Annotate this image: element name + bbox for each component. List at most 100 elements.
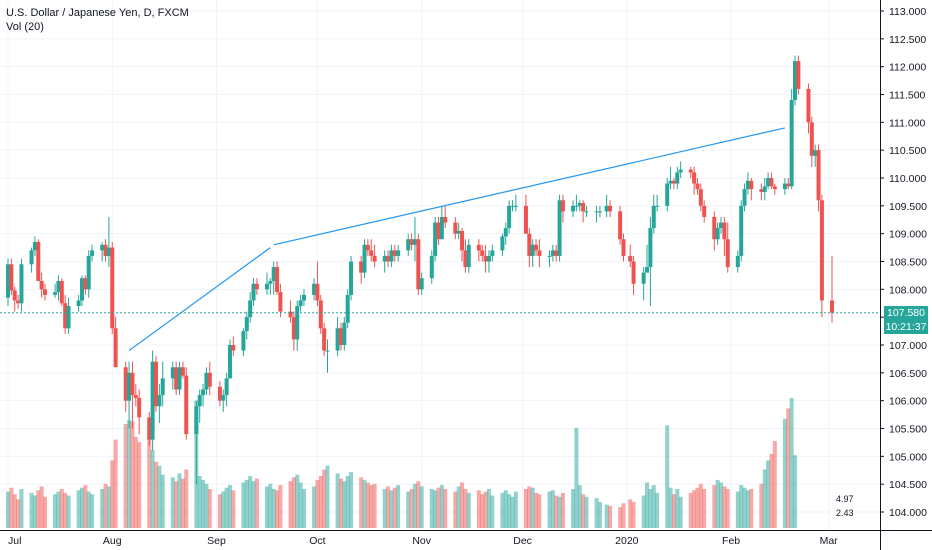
candle-body bbox=[251, 283, 256, 301]
candle-body bbox=[547, 255, 552, 257]
candle-body bbox=[103, 244, 108, 256]
time-axis[interactable]: Jul Aug Sep Oct Nov Dec 2020 Feb Mar bbox=[8, 535, 838, 547]
trend-line bbox=[273, 127, 786, 246]
volume-bar bbox=[648, 489, 653, 528]
volume-bar bbox=[550, 490, 555, 528]
chart-legend: U.S. Dollar / Japanese Yen, D, FXCM Vol … bbox=[6, 6, 189, 34]
volume-bar bbox=[150, 450, 155, 528]
candle-body bbox=[483, 255, 488, 262]
candle-body bbox=[110, 247, 115, 329]
volume-bar bbox=[342, 481, 347, 528]
candle-body bbox=[338, 328, 343, 345]
candle-body bbox=[796, 61, 801, 89]
candle-body bbox=[554, 250, 559, 256]
volume-bar bbox=[217, 494, 222, 528]
candle-body bbox=[345, 294, 350, 323]
volume-bar bbox=[735, 491, 740, 528]
volume-bar bbox=[362, 479, 367, 528]
volume-bar bbox=[571, 489, 576, 528]
volume-bar bbox=[174, 481, 179, 528]
volume-bar bbox=[621, 503, 626, 528]
candle-body bbox=[476, 244, 481, 251]
volume-bar bbox=[722, 486, 727, 528]
volume-bar bbox=[170, 477, 175, 528]
price-tick-label: 107.000 bbox=[889, 340, 927, 352]
candle-body bbox=[702, 205, 707, 217]
candle-body bbox=[534, 244, 539, 251]
price-tick-label: 106.000 bbox=[889, 396, 927, 408]
volume-bar bbox=[389, 490, 394, 528]
candle-body bbox=[671, 180, 676, 184]
volume-bar bbox=[29, 492, 34, 528]
trend-lines[interactable] bbox=[128, 127, 786, 352]
volume-bar bbox=[264, 486, 269, 528]
candle-body bbox=[201, 389, 206, 396]
candle-body bbox=[719, 222, 724, 229]
grid-lines bbox=[0, 0, 880, 530]
volume-bar bbox=[16, 499, 21, 528]
volume-bar bbox=[631, 502, 636, 528]
volume-bar bbox=[59, 489, 64, 528]
candle-body bbox=[409, 239, 414, 245]
volume-bar bbox=[312, 486, 317, 528]
volume-bar bbox=[510, 496, 515, 528]
volume-bar bbox=[436, 487, 441, 528]
candle-body bbox=[127, 372, 132, 401]
candle-body bbox=[150, 361, 155, 440]
candle-body bbox=[745, 180, 750, 190]
candle-body bbox=[66, 306, 71, 329]
candle-body bbox=[735, 255, 740, 268]
volume-bar bbox=[100, 489, 105, 528]
price-candles bbox=[6, 55, 834, 485]
candle-body bbox=[695, 183, 700, 190]
candle-body bbox=[275, 267, 280, 293]
volume-bar bbox=[382, 489, 387, 528]
volume-bar bbox=[6, 491, 10, 528]
volume-bar bbox=[349, 472, 354, 528]
symbol-title[interactable]: U.S. Dollar / Japanese Yen, D, FXCM bbox=[6, 7, 189, 19]
volume-bar bbox=[490, 495, 495, 528]
volume-bar bbox=[177, 473, 182, 528]
price-tick-label: 111.000 bbox=[889, 117, 926, 129]
price-tick-label: 105.000 bbox=[889, 451, 927, 463]
volume-bar bbox=[416, 481, 421, 528]
candle-body bbox=[406, 239, 411, 251]
volume-bar bbox=[486, 489, 491, 528]
price-tick-label: 108.000 bbox=[889, 284, 927, 296]
volume-bar bbox=[688, 492, 693, 528]
candle-body bbox=[207, 372, 212, 387]
volume-indicator-label[interactable]: Vol (20) bbox=[6, 21, 44, 33]
candle-body bbox=[76, 300, 81, 307]
candle-body bbox=[608, 205, 613, 212]
volume-bar bbox=[369, 485, 374, 528]
candle-body bbox=[221, 395, 226, 401]
candle-body bbox=[19, 264, 24, 304]
volume-bar bbox=[318, 476, 323, 528]
candle-body bbox=[268, 280, 273, 284]
candle-body bbox=[762, 186, 767, 192]
candle-body bbox=[772, 186, 777, 190]
volume-bar bbox=[248, 476, 253, 528]
volume-bar bbox=[759, 483, 764, 528]
candle-body bbox=[362, 244, 367, 273]
volume-bar bbox=[513, 491, 518, 528]
last-price-tag: 107.580 bbox=[884, 305, 928, 320]
candle-body bbox=[436, 222, 441, 240]
volume-bar bbox=[429, 489, 434, 528]
volume-bar bbox=[207, 489, 212, 528]
candle-body bbox=[574, 205, 579, 207]
candle-body bbox=[369, 250, 374, 256]
volume-bar bbox=[715, 479, 720, 528]
volume-bar bbox=[12, 494, 17, 528]
volume-bar bbox=[762, 469, 767, 528]
candle-body bbox=[571, 205, 576, 212]
candle-body bbox=[39, 280, 44, 290]
candle-body bbox=[460, 230, 465, 251]
volume-bar bbox=[36, 490, 41, 528]
volume-bar bbox=[584, 496, 589, 528]
time-tick-label: Oct bbox=[309, 535, 325, 547]
candle-body bbox=[793, 61, 798, 101]
price-axis-background[interactable] bbox=[880, 0, 932, 550]
candle-body bbox=[486, 255, 491, 262]
